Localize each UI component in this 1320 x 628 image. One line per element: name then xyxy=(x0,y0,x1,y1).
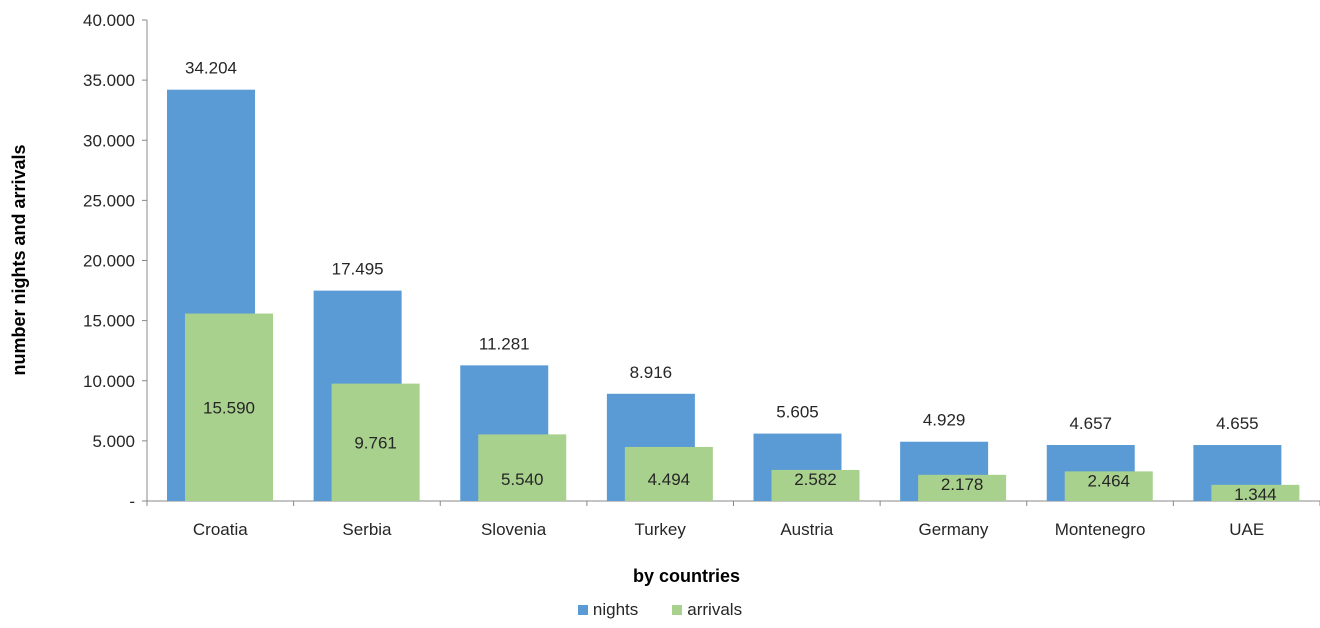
x-axis-title: by countries xyxy=(633,566,740,586)
data-label-nights: 4.655 xyxy=(1216,414,1259,433)
x-tick-label: Austria xyxy=(780,520,833,539)
y-tick-label: 20.000 xyxy=(83,252,135,271)
data-label-arrivals: 5.540 xyxy=(501,470,544,489)
data-label-arrivals: 2.178 xyxy=(941,475,984,494)
legend-label-arrivals: arrivals xyxy=(687,600,743,619)
data-label-nights: 17.495 xyxy=(332,260,384,279)
bar-arrivals-uae xyxy=(1211,484,1300,501)
data-label-arrivals: 9.761 xyxy=(354,433,397,452)
y-tick-label: 30.000 xyxy=(83,131,135,150)
data-label-nights: 5.605 xyxy=(776,403,819,422)
data-label-nights: 8.916 xyxy=(630,363,673,382)
y-tick-label: 35.000 xyxy=(83,71,135,90)
x-tick-label: Serbia xyxy=(342,520,392,539)
data-label-arrivals: 2.582 xyxy=(794,470,837,489)
data-label-nights: 4.657 xyxy=(1069,414,1112,433)
bar-arrivals-serbia xyxy=(331,383,420,501)
legend: nights arrivals xyxy=(0,600,1320,620)
data-label-nights: 11.281 xyxy=(479,334,530,353)
legend-label-nights: nights xyxy=(592,600,639,619)
x-tick-label: UAE xyxy=(1229,520,1264,539)
bar-arrivals-croatia xyxy=(185,313,273,501)
data-label-arrivals: 1.344 xyxy=(1234,485,1277,504)
x-tick-label: Germany xyxy=(918,520,988,539)
y-tick-label: 25.000 xyxy=(83,191,135,210)
bar-arrivals-turkey xyxy=(624,446,713,501)
legend-item-nights: nights xyxy=(577,600,639,620)
legend-item-arrivals: arrivals xyxy=(672,600,742,620)
legend-swatch-nights xyxy=(577,605,588,615)
bar-arrivals-austria xyxy=(771,469,860,501)
bar-arrivals-germany xyxy=(918,474,1007,501)
x-tick-label: Turkey xyxy=(635,520,687,539)
data-label-nights: 34.204 xyxy=(185,59,237,78)
x-tick-label: Montenegro xyxy=(1055,520,1146,539)
data-label-nights: 4.929 xyxy=(923,411,966,430)
y-tick-label: 10.000 xyxy=(83,372,135,391)
y-tick-label: 40.000 xyxy=(83,11,135,30)
y-tick-label: 15.000 xyxy=(83,312,135,331)
y-tick-label: - xyxy=(129,492,135,511)
data-label-arrivals: 2.464 xyxy=(1087,471,1130,490)
x-tick-label: Croatia xyxy=(193,520,248,539)
y-tick-label: 5.000 xyxy=(92,432,135,451)
bar-arrivals-montenegro xyxy=(1064,471,1153,501)
data-label-arrivals: 4.494 xyxy=(648,470,691,489)
data-label-arrivals: 15.590 xyxy=(203,398,255,417)
y-axis-title: number nights and arrivals xyxy=(9,144,29,375)
legend-swatch-arrivals xyxy=(672,605,683,615)
x-tick-label: Slovenia xyxy=(481,520,547,539)
bar-arrivals-slovenia xyxy=(478,434,567,501)
